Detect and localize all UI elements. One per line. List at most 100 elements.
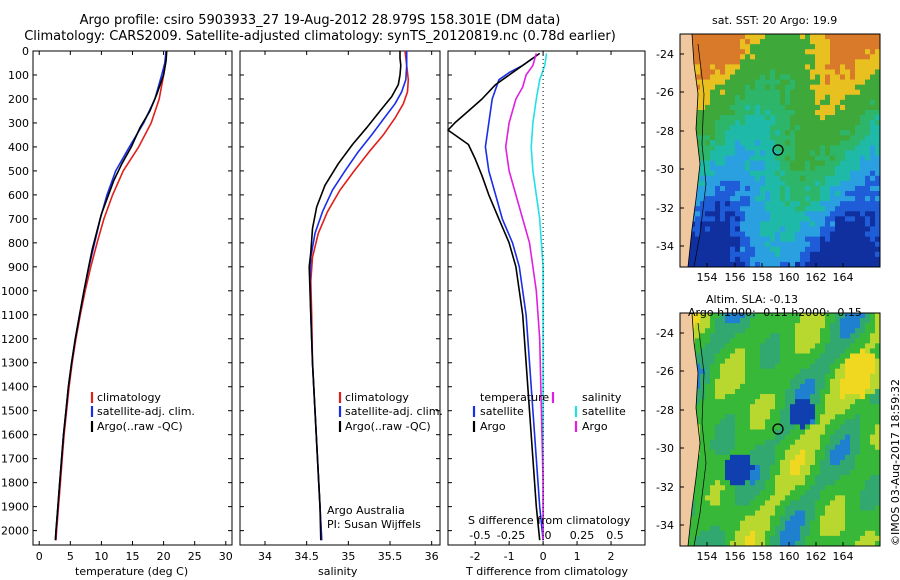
x-tick-label-0-2: 10	[94, 550, 108, 563]
x-tick-label-0-3: 15	[126, 550, 140, 563]
x-tick-label-1-0: 34	[258, 550, 272, 563]
sla-shelf-contour	[693, 322, 707, 547]
sst-x-tick-3: 160	[779, 271, 800, 284]
sla-y-tick-4: -32	[656, 481, 674, 494]
sal-legend-satellite: satellite-adj. clim.	[345, 405, 443, 418]
sal-legend-climatology: climatology	[345, 391, 409, 404]
x-tick-label-0-4: 20	[157, 550, 171, 563]
diff-legend-temp-satellite: satellite	[480, 405, 524, 418]
imos-credit: ©IMOS 03-Aug-2017 18:59:32	[889, 379, 900, 546]
y-tick-label-9: 900	[8, 261, 29, 274]
x-tick-label-0-6: 30	[219, 550, 233, 563]
y-tick-label-13: 1300	[1, 357, 29, 370]
y-tick-label-5: 500	[8, 165, 29, 178]
temp-legend-satellite: satellite-adj. clim.	[97, 405, 195, 418]
x2-tick-label-4: 0.5	[606, 529, 624, 542]
panel-frame-1	[239, 50, 441, 546]
sla-y-tick-0: -24	[656, 327, 674, 340]
sst-shelf-contour	[693, 43, 707, 268]
sla-y-tick-3: -30	[656, 442, 674, 455]
y-tick-label-10: 1000	[1, 285, 29, 298]
sst-map-title: sat. SST: 20 Argo: 19.9	[712, 14, 838, 27]
x-tick-label-2-1: -1	[504, 550, 515, 563]
sla-frame	[679, 312, 881, 547]
x2-tick-label-2: 0	[545, 529, 552, 542]
x-tick-label-2-0: -2	[470, 550, 481, 563]
series-line-0-2	[54, 50, 168, 541]
panel-frame-2	[447, 50, 646, 546]
diff-xlabel-salinity: S difference from climatology	[468, 514, 631, 527]
temp-xlabel: temperature (deg C)	[75, 565, 189, 578]
series-line-2-2	[530, 53, 548, 541]
x-tick-label-1-3: 35.5	[378, 550, 403, 563]
y-tick-label-8: 800	[8, 237, 29, 250]
temp-legend-climatology: climatology	[97, 391, 161, 404]
sla-map-title-line-2: Argo h1000: -0.11 h2000: -0.15	[688, 306, 862, 319]
sla-y-tick-1: -26	[656, 365, 674, 378]
sst-x-tick-5: 164	[833, 271, 854, 284]
sal-xlabel: salinity	[318, 565, 358, 578]
sst-argo-position-marker	[772, 144, 784, 156]
series-line-2-1	[447, 52, 541, 541]
y-tick-label-4: 400	[8, 141, 29, 154]
sst-y-tick-0: -24	[656, 48, 674, 61]
sla-x-tick-4: 162	[806, 550, 827, 563]
y-tick-label-11: 1100	[1, 309, 29, 322]
y-tick-label-6: 600	[8, 189, 29, 202]
sst-map	[679, 33, 881, 268]
x-tick-label-2-2: 0	[540, 550, 547, 563]
y-tick-label-19: 1900	[1, 501, 29, 514]
y-tick-label-17: 1700	[1, 453, 29, 466]
sla-x-tick-3: 160	[779, 550, 800, 563]
sal-annotation-line-2: PI: Susan Wijffels	[327, 518, 421, 531]
y-tick-label-15: 1500	[1, 405, 29, 418]
sst-frame	[679, 33, 881, 268]
sst-y-tick-5: -34	[656, 240, 674, 253]
x-tick-label-1-1: 34.5	[294, 550, 319, 563]
y-tick-label-14: 1400	[1, 381, 29, 394]
diff-legend-temp-header: temperature	[480, 391, 550, 404]
figure-title-line-2: Climatology: CARS2009. Satellite-adjuste…	[24, 29, 616, 44]
sla-argo-position-marker	[772, 423, 784, 435]
sla-x-tick-1: 156	[725, 550, 746, 563]
x2-tick-label-1: -0.25	[497, 529, 525, 542]
sst-y-tick-3: -30	[656, 163, 674, 176]
y-tick-label-18: 1800	[1, 477, 29, 490]
y-tick-label-12: 1200	[1, 333, 29, 346]
y-tick-label-2: 200	[8, 93, 29, 106]
sla-x-tick-5: 164	[833, 550, 854, 563]
x-tick-label-0-1: 5	[67, 550, 74, 563]
x-tick-label-1-2: 35	[341, 550, 355, 563]
diff-legend-sal-header: salinity	[582, 391, 622, 404]
sst-y-tick-2: -28	[656, 125, 674, 138]
x2-tick-label-0: -0.5	[469, 529, 490, 542]
sla-x-tick-0: 154	[697, 550, 718, 563]
sla-y-tick-2: -28	[656, 404, 674, 417]
x-tick-label-1-4: 36	[425, 550, 439, 563]
x-tick-label-2-4: 2	[608, 550, 615, 563]
y-tick-label-20: 2000	[1, 525, 29, 538]
series-line-2-0	[484, 57, 544, 541]
y-tick-label-7: 700	[8, 213, 29, 226]
y-tick-label-0: 0	[22, 45, 29, 58]
x-tick-label-0-5: 25	[188, 550, 202, 563]
panel-frame-0	[32, 50, 233, 546]
sal-annotation-line-1: Argo Australia	[327, 504, 405, 517]
diff-xlabel-temperature: T difference from climatology	[466, 565, 628, 578]
y-tick-label-16: 1600	[1, 429, 29, 442]
diff-legend-sal-satellite: satellite	[582, 405, 626, 418]
sla-map-title-line-1: Altim. SLA: -0.13	[706, 293, 799, 306]
sst-x-tick-1: 156	[725, 271, 746, 284]
sst-y-tick-4: -32	[656, 202, 674, 215]
y-tick-label-1: 100	[8, 69, 29, 82]
sla-y-tick-5: -34	[656, 519, 674, 532]
x-tick-label-0-0: 0	[36, 550, 43, 563]
sla-map	[679, 312, 881, 547]
series-line-2-3	[504, 53, 544, 541]
sla-x-tick-2: 158	[752, 550, 773, 563]
diff-legend-temp-argo: Argo	[480, 420, 506, 433]
sst-y-tick-1: -26	[656, 86, 674, 99]
series-line-1-2	[308, 51, 402, 541]
y-tick-label-3: 300	[8, 117, 29, 130]
